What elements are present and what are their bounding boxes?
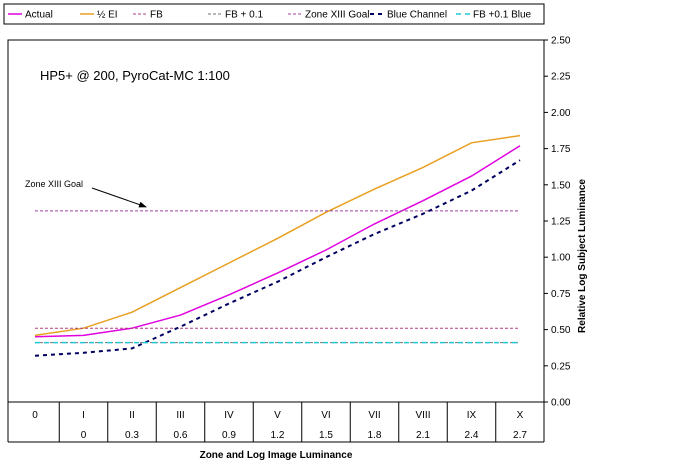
series-layer xyxy=(34,134,521,357)
y-tick-label: 0.50 xyxy=(551,325,571,336)
series-line-actual xyxy=(34,145,521,338)
x-zone-label: VII xyxy=(368,410,380,421)
legend-label: FB + 0.1 xyxy=(225,10,264,21)
x-log-label: 2.4 xyxy=(465,430,479,441)
x-zone-label: II xyxy=(129,410,135,421)
y-tick-label: 1.75 xyxy=(551,144,571,155)
x-axis: 0 I II III IV V VI VII VIII IX X0 0.3 0.6 0.9 1.2 1.5 1.… xyxy=(7,402,545,443)
x-log-label: 1.8 xyxy=(368,430,382,441)
y-tick-label: 2.25 xyxy=(551,72,571,83)
x-log-label: 0.9 xyxy=(222,430,236,441)
annotation-layer: Zone XIII Goal xyxy=(25,179,147,208)
chart-title: HP5+ @ 200, PyroCat-MC 1:100 xyxy=(40,68,230,83)
x-log-label: 2.7 xyxy=(513,430,527,441)
legend-label: ½ EI xyxy=(97,10,118,21)
annotation-arrow xyxy=(91,187,147,208)
y-axis: 0.00 0.25 0.50 0.75 1.00 1.25 1.50 1.75 2.00 2.25… xyxy=(544,36,571,409)
x-zone-label: VIII xyxy=(415,410,430,421)
x-zone-label: III xyxy=(176,410,184,421)
legend-label: FB xyxy=(150,10,163,21)
x-zone-label: V xyxy=(274,410,281,421)
y-tick-label: 1.50 xyxy=(551,180,571,191)
legend-box xyxy=(3,3,545,25)
legend-label: Actual xyxy=(25,10,53,21)
x-log-label: 2.1 xyxy=(416,430,430,441)
legend: Actual ½ EI FB FB + 0.1 Zone XIII Goal Blue C… xyxy=(3,3,545,25)
annotation-text: Zone XIII Goal xyxy=(25,179,83,189)
y-tick-label: 1.25 xyxy=(551,217,571,228)
y-tick-label: 0.00 xyxy=(551,398,571,409)
y-tick-label: 2.50 xyxy=(551,36,571,47)
x-log-label: 0.3 xyxy=(125,430,139,441)
x-log-label: 0 xyxy=(81,430,87,441)
y-axis-title: Relative Log Subject Luminance xyxy=(577,179,588,333)
x-axis-title: Zone and Log Image Luminance xyxy=(200,450,353,461)
series-line-ei xyxy=(34,134,521,337)
x-zone-label: I xyxy=(82,410,85,421)
x-zone-label: 0 xyxy=(32,410,38,421)
x-log-label: 1.2 xyxy=(271,430,285,441)
legend-label: Blue Channel xyxy=(387,10,447,21)
y-tick-label: 0.75 xyxy=(551,289,571,300)
x-zone-label: IV xyxy=(224,410,234,421)
y-tick-label: 2.00 xyxy=(551,108,571,119)
x-log-label: 0.6 xyxy=(174,430,188,441)
legend-label: Zone XIII Goal xyxy=(305,10,369,21)
x-zone-label: X xyxy=(517,410,524,421)
y-tick-label: 0.25 xyxy=(551,361,571,372)
x-log-label: 1.5 xyxy=(319,430,333,441)
series-line-blue-channel xyxy=(34,159,521,357)
y-tick-label: 1.00 xyxy=(551,253,571,264)
legend-label: FB +0.1 Blue xyxy=(473,10,532,21)
x-zone-label: IX xyxy=(467,410,477,421)
x-zone-label: VI xyxy=(321,410,330,421)
plot-area xyxy=(7,39,545,403)
